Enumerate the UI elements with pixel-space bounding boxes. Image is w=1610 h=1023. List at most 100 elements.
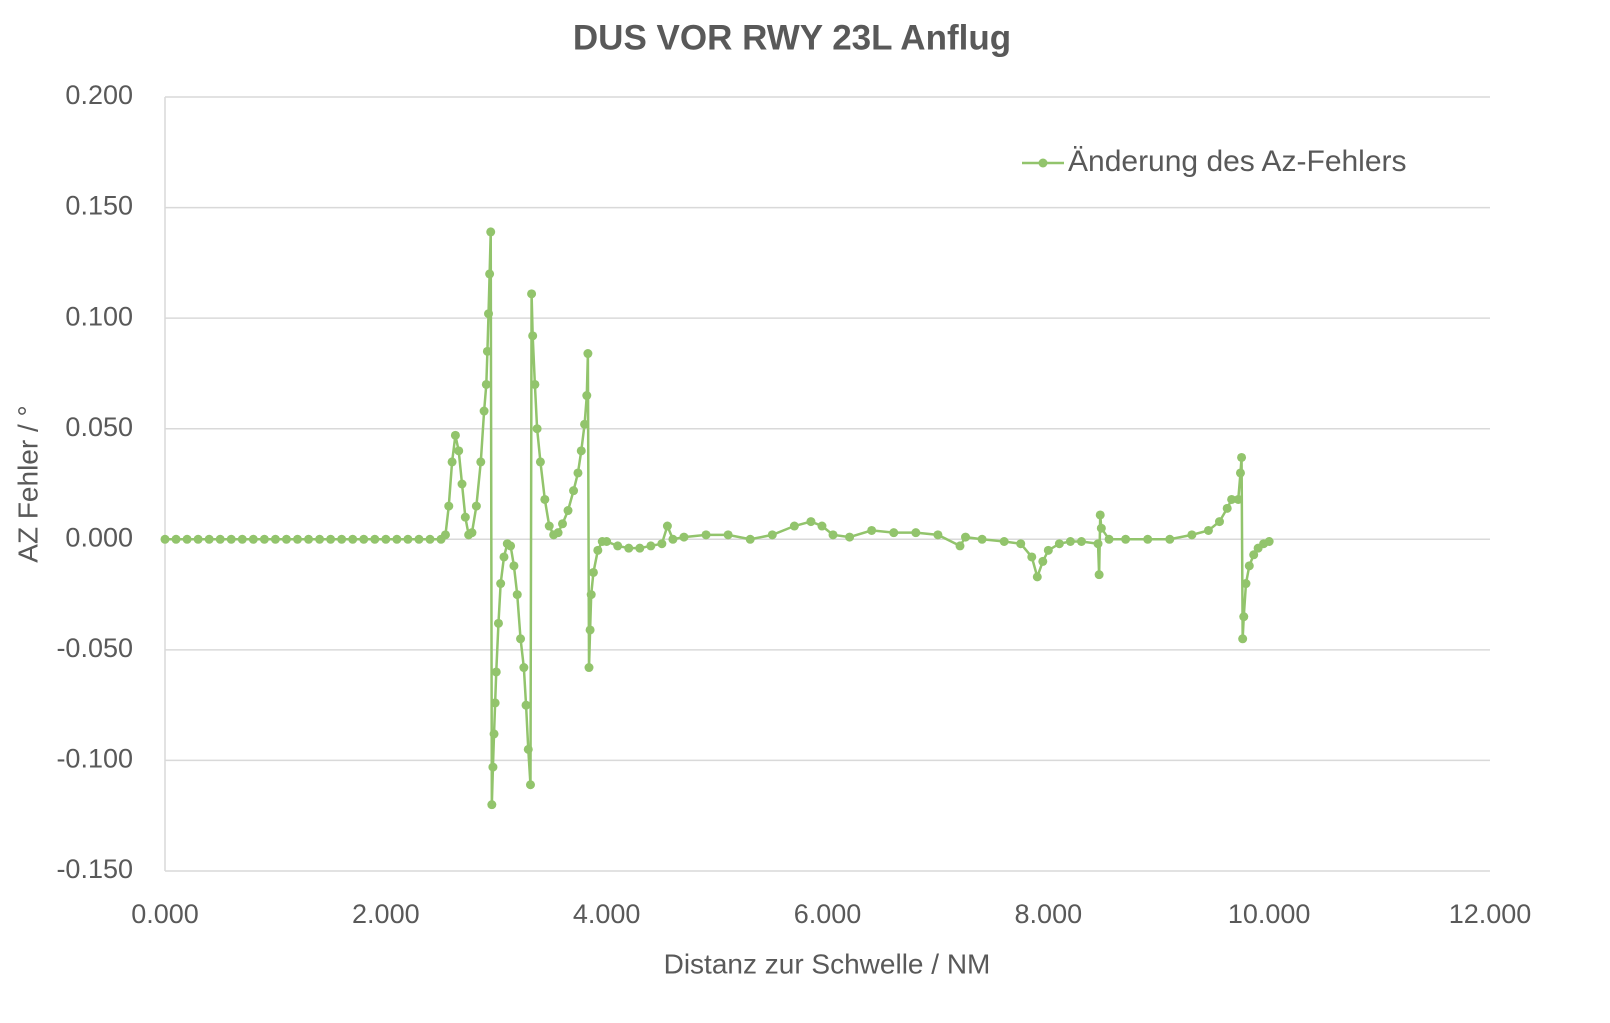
data-point xyxy=(444,501,454,511)
data-point xyxy=(867,525,877,535)
data-point xyxy=(479,406,489,416)
data-point xyxy=(521,700,531,710)
x-tick-label: 0.000 xyxy=(131,899,199,929)
data-point xyxy=(911,528,921,538)
data-point xyxy=(204,534,214,544)
data-point xyxy=(933,530,943,540)
data-point xyxy=(359,534,369,544)
data-point xyxy=(304,534,314,544)
data-point xyxy=(582,391,592,401)
data-point xyxy=(530,379,540,389)
data-point xyxy=(1076,536,1086,546)
data-point xyxy=(491,667,501,677)
x-tick-label: 10.000 xyxy=(1228,899,1311,929)
data-point xyxy=(540,494,550,504)
x-axis-label: Distanz zur Schwelle / NM xyxy=(664,948,991,979)
data-point xyxy=(1096,523,1106,533)
data-point xyxy=(457,479,467,489)
data-point xyxy=(1094,570,1104,580)
data-point xyxy=(569,486,579,496)
data-point xyxy=(425,534,435,544)
data-point xyxy=(1095,510,1105,520)
data-point xyxy=(593,545,603,555)
data-point xyxy=(326,534,336,544)
data-point xyxy=(584,663,594,673)
data-point xyxy=(182,534,192,544)
data-point xyxy=(576,446,586,456)
data-point xyxy=(679,532,689,542)
data-point xyxy=(657,539,667,549)
data-point xyxy=(523,744,533,754)
data-point xyxy=(999,536,1009,546)
x-tick-label: 12.000 xyxy=(1449,899,1532,929)
data-point xyxy=(1264,536,1274,546)
data-point xyxy=(237,534,247,544)
data-point xyxy=(585,625,595,635)
data-point xyxy=(1233,494,1243,504)
data-point xyxy=(485,269,495,279)
data-point xyxy=(471,501,481,511)
y-tick-label: -0.100 xyxy=(56,744,133,774)
data-point xyxy=(767,530,777,540)
x-tick-label: 8.000 xyxy=(1015,899,1083,929)
data-point xyxy=(403,534,413,544)
data-point xyxy=(315,534,325,544)
data-point xyxy=(1027,552,1037,562)
y-axis-label: AZ Fehler / ° xyxy=(12,405,43,562)
y-tick-label: 0.200 xyxy=(65,80,133,110)
y-tick-label: -0.150 xyxy=(56,854,133,884)
data-point xyxy=(482,346,492,356)
data-point xyxy=(1038,556,1048,566)
data-point xyxy=(532,424,542,434)
data-point xyxy=(160,534,170,544)
y-tick-label: 0.150 xyxy=(65,191,133,221)
data-point xyxy=(1065,536,1075,546)
data-point xyxy=(789,521,799,531)
data-point xyxy=(490,698,500,708)
data-point xyxy=(544,521,554,531)
data-point xyxy=(493,618,503,628)
data-point xyxy=(1093,539,1103,549)
data-point xyxy=(573,468,583,478)
data-point xyxy=(745,534,755,544)
data-point xyxy=(509,561,519,571)
data-point xyxy=(586,590,596,600)
data-point xyxy=(1222,503,1232,513)
data-point xyxy=(525,780,535,790)
data-point xyxy=(889,528,899,538)
data-point xyxy=(535,457,545,467)
data-point xyxy=(392,534,402,544)
data-point xyxy=(1241,579,1251,589)
data-point xyxy=(602,536,612,546)
data-point xyxy=(1244,561,1254,571)
legend-marker xyxy=(1038,158,1048,168)
data-point xyxy=(248,534,258,544)
data-point xyxy=(961,532,971,542)
chart-title: DUS VOR RWY 23L Anflug xyxy=(573,18,1011,57)
legend-label: Änderung des Az-Fehlers xyxy=(1068,145,1407,178)
data-point xyxy=(450,430,460,440)
data-point xyxy=(528,331,538,341)
data-point xyxy=(723,530,733,540)
data-point xyxy=(193,534,203,544)
data-point xyxy=(370,534,380,544)
data-point xyxy=(1054,539,1064,549)
data-point xyxy=(1016,539,1026,549)
data-point xyxy=(613,541,623,551)
data-point xyxy=(624,543,634,553)
data-point xyxy=(662,521,672,531)
y-tick-label: 0.100 xyxy=(65,301,133,331)
data-point xyxy=(447,457,457,467)
data-point xyxy=(506,541,516,551)
data-point xyxy=(563,506,573,516)
data-point xyxy=(1227,494,1237,504)
y-tick-label: 0.050 xyxy=(65,412,133,442)
data-point xyxy=(259,534,269,544)
y-tick-label: -0.050 xyxy=(56,633,133,663)
data-point xyxy=(171,534,181,544)
data-point xyxy=(1187,530,1197,540)
data-point xyxy=(226,534,236,544)
data-point xyxy=(558,519,567,529)
data-point xyxy=(516,634,526,644)
